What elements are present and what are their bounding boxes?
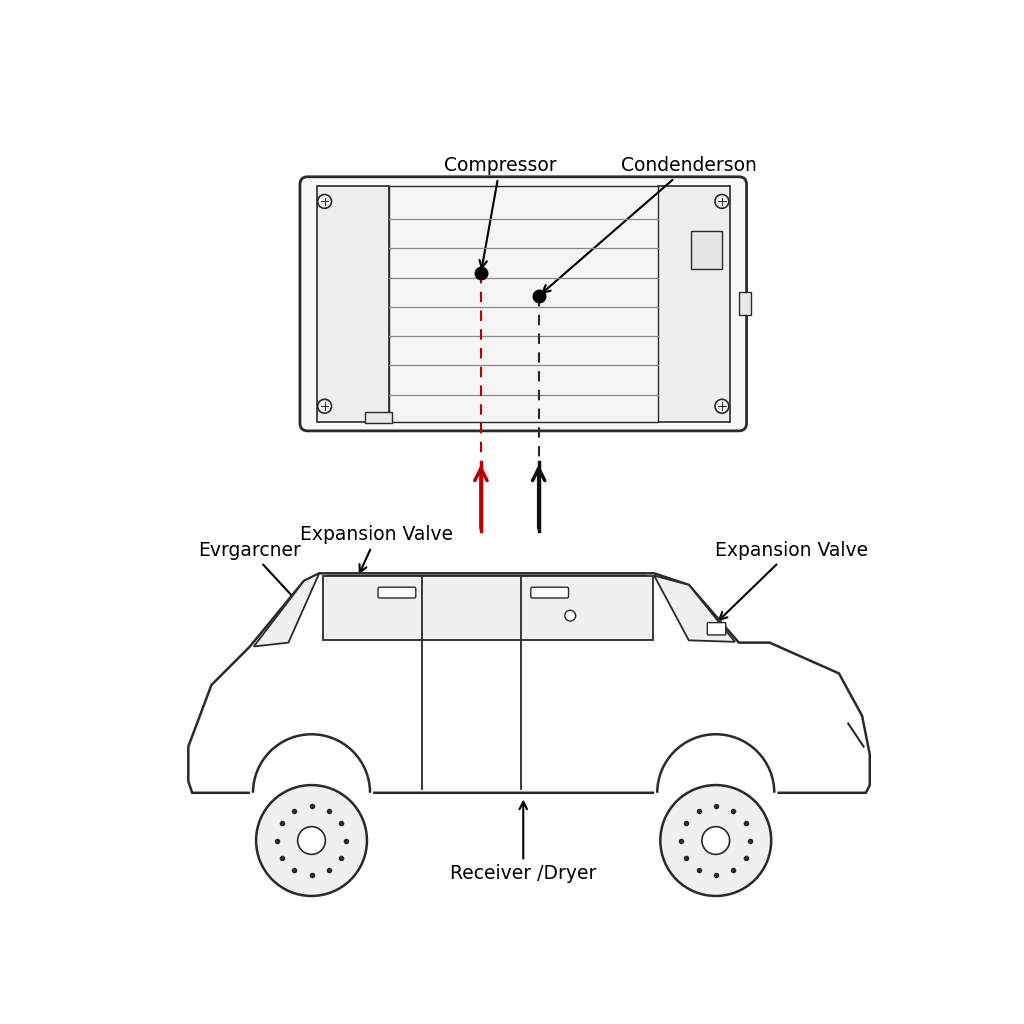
Circle shape (298, 826, 326, 854)
Polygon shape (254, 573, 319, 646)
Text: Evrgarcner: Evrgarcner (199, 541, 339, 646)
FancyBboxPatch shape (300, 177, 746, 431)
Polygon shape (388, 186, 658, 422)
Circle shape (256, 785, 367, 896)
Circle shape (317, 195, 332, 208)
Circle shape (250, 731, 373, 854)
Polygon shape (366, 413, 392, 423)
Circle shape (654, 731, 777, 854)
Polygon shape (654, 575, 735, 642)
Circle shape (660, 785, 771, 896)
Polygon shape (323, 575, 652, 640)
Circle shape (317, 399, 332, 413)
Text: Expansion Valve: Expansion Valve (715, 541, 867, 620)
Polygon shape (188, 573, 869, 793)
Polygon shape (739, 292, 752, 315)
Polygon shape (316, 186, 388, 422)
Text: Receiver /Dryer: Receiver /Dryer (451, 802, 596, 883)
Circle shape (715, 195, 729, 208)
Circle shape (715, 399, 729, 413)
Text: Expansion Valve: Expansion Valve (300, 525, 454, 572)
FancyBboxPatch shape (708, 623, 726, 635)
Text: Compressor: Compressor (443, 157, 556, 268)
FancyBboxPatch shape (530, 587, 568, 598)
Circle shape (701, 826, 730, 854)
Polygon shape (691, 230, 722, 269)
FancyBboxPatch shape (378, 587, 416, 598)
Text: Condenderson: Condenderson (543, 157, 757, 293)
Circle shape (565, 610, 575, 622)
Polygon shape (658, 186, 730, 422)
